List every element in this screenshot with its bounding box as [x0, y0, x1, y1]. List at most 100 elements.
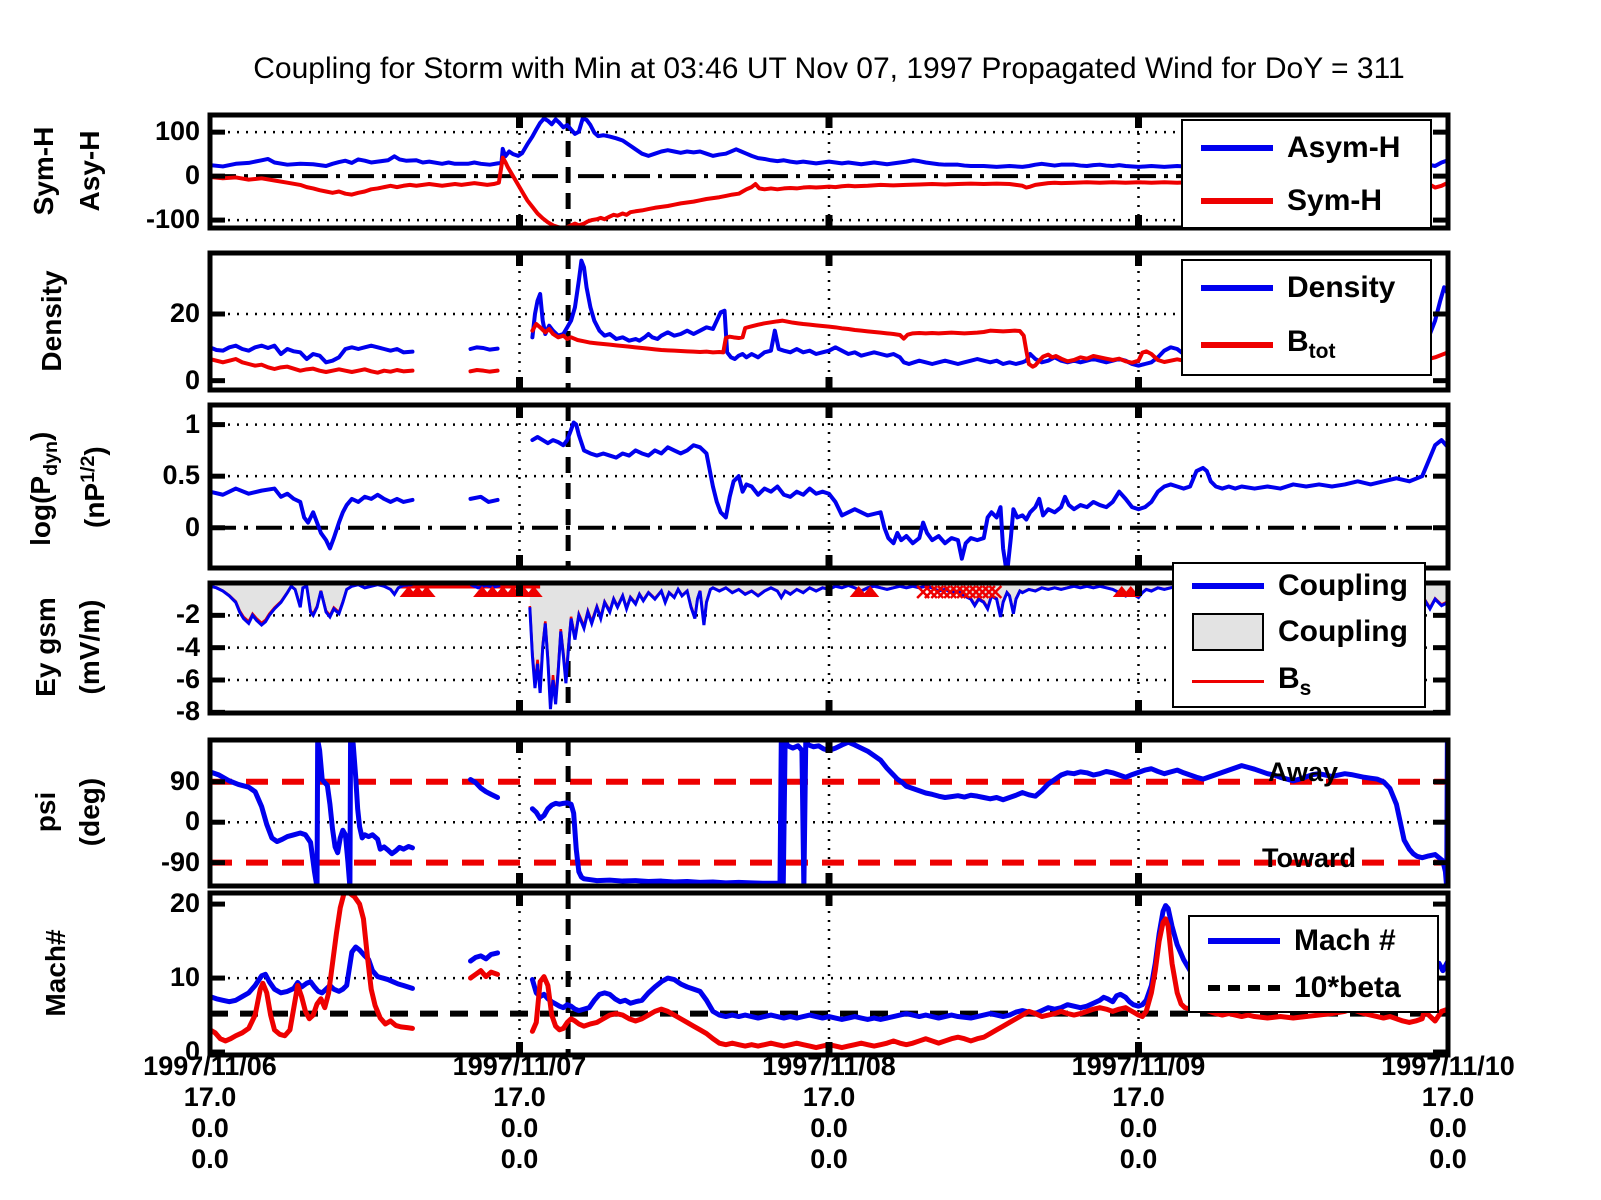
legend-panel-4: Coupling Coupling Bs — [1172, 562, 1426, 708]
legend-item: Density — [1183, 271, 1430, 305]
x-tick-sub-label: 0.0 — [500, 1113, 539, 1143]
legend-item: Sym-H — [1183, 184, 1430, 218]
series-mach- — [210, 944, 415, 1005]
series-btot — [530, 318, 1448, 369]
away-annotation: Away — [1268, 757, 1339, 787]
x-tick-sub-label: 0.0 — [191, 1113, 229, 1143]
toward-annotation: Toward — [1262, 843, 1356, 873]
panel-border — [207, 890, 1451, 1058]
legend-label: 10*beta — [1294, 970, 1401, 1004]
legend-item: Btot — [1183, 325, 1430, 364]
panel-border — [207, 402, 1451, 571]
series-10-beta — [210, 893, 415, 1044]
series-psi — [210, 740, 415, 886]
panel-2 — [210, 405, 1448, 568]
x-tick-date-label: 1997/11/09 — [1071, 1051, 1206, 1081]
series-log-pdyn- — [210, 486, 415, 551]
series-sym-h — [210, 155, 1448, 228]
legend-label: Mach # — [1294, 923, 1396, 957]
x-tick-sub-label: 0.0 — [191, 1144, 229, 1174]
y-tick-label: 20 — [169, 888, 200, 919]
legend-swatch-line-red-thin — [1192, 679, 1264, 683]
legend-label: Coupling — [1278, 615, 1408, 649]
legend-swatch-line-red — [1201, 341, 1273, 348]
legend-panel-6: Mach # 10*beta — [1188, 915, 1439, 1013]
x-tick-date-label: 1997/11/08 — [762, 1051, 896, 1081]
legend-swatch-line-blue — [1201, 285, 1273, 291]
y-tick-label: -6 — [175, 664, 200, 694]
series-coupling — [210, 583, 413, 628]
legend-label: Btot — [1287, 325, 1336, 363]
panel-border — [207, 112, 1451, 231]
series-mach- — [467, 950, 501, 964]
legend-panel-1: Asym-H Sym-H — [1181, 119, 1432, 229]
coupling-fill — [210, 583, 413, 626]
x-tick-sub-label: 0.0 — [810, 1113, 848, 1143]
northward-triangle-marker — [849, 586, 868, 597]
northward-triangle-marker — [417, 586, 436, 597]
series-density — [210, 343, 415, 365]
legend-item: Asym-H — [1183, 131, 1430, 165]
series-10-beta — [529, 916, 1448, 1051]
panel-border — [207, 250, 1451, 393]
y-tick-label: 0.5 — [162, 460, 200, 491]
y-tick-label: 100 — [154, 116, 200, 147]
legend-swatch-line-blue — [1201, 144, 1273, 151]
y-tick-label: 0 — [184, 160, 200, 191]
legend-swatch-line-red — [1201, 197, 1273, 204]
y-tick-label: 0 — [184, 1036, 200, 1067]
series-psi — [467, 777, 501, 801]
panel-4 — [210, 740, 1448, 886]
x-tick-sub-label: 0.0 — [1119, 1113, 1158, 1143]
series-btot — [210, 357, 415, 375]
series-log-pdyn- — [468, 494, 500, 504]
legend-swatch-line-blue — [1208, 937, 1280, 944]
y-tick-label: 1 — [184, 408, 200, 439]
x-tick-date-label: 1997/11/06 — [143, 1051, 277, 1081]
x-tick-date-label: 1997/11/07 — [452, 1051, 587, 1081]
legend-label: Bs — [1278, 661, 1312, 700]
legend-swatch-dash-black — [1208, 984, 1280, 991]
legend-panel-2: Density Btot — [1181, 259, 1432, 376]
x-tick-sub-label: 17.0 — [1112, 1082, 1165, 1112]
y-tick-label: -4 — [175, 631, 200, 662]
legend-item: Coupling — [1174, 613, 1424, 652]
x-tick-sub-label: 0.0 — [1429, 1144, 1467, 1174]
x-tick-sub-label: 17.0 — [183, 1082, 237, 1112]
y-tick-label: 0 — [184, 364, 200, 395]
x-marker — [988, 585, 1003, 599]
legend-label: Asym-H — [1287, 130, 1401, 164]
legend-swatch-line-blue — [1192, 583, 1264, 590]
y-tick-label: 20 — [169, 298, 200, 328]
y-tick-label: -2 — [175, 599, 200, 630]
y-tick-label: -100 — [145, 204, 200, 235]
y-tick-label: 10 — [169, 962, 200, 993]
legend-label: Sym-H — [1287, 183, 1383, 217]
x-tick-sub-label: 0.0 — [810, 1144, 848, 1174]
y-tick-label: 0 — [184, 511, 200, 542]
series-10-beta — [467, 968, 501, 981]
legend-item: Bs — [1174, 662, 1424, 701]
x-tick-date-label: 1997/11/10 — [1381, 1051, 1515, 1081]
legend-label: Density — [1287, 271, 1396, 304]
y-tick-label: 0 — [184, 806, 200, 837]
northward-triangle-marker — [524, 586, 543, 597]
series-density — [468, 345, 500, 352]
panel-border — [207, 737, 1451, 889]
x-tick-sub-label: 17.0 — [493, 1082, 546, 1112]
y-tick-label: -90 — [160, 846, 200, 877]
legend-item: 10*beta — [1190, 971, 1437, 1005]
x-tick-sub-label: 0.0 — [1429, 1113, 1467, 1143]
y-axis-label: (deg) — [74, 777, 105, 847]
y-tick-label: 90 — [169, 765, 200, 796]
chart-title: Coupling for Storm with Min at 03:46 UT … — [253, 52, 1405, 85]
legend-item: Mach # — [1190, 924, 1437, 958]
series-btot — [468, 368, 500, 374]
y-axis-label: Asy-H — [74, 130, 105, 211]
x-tick-sub-label: 17.0 — [1421, 1082, 1475, 1112]
y-tick-label: -8 — [175, 696, 200, 727]
series-asym-h — [210, 116, 1448, 171]
panel-border — [207, 580, 1451, 716]
